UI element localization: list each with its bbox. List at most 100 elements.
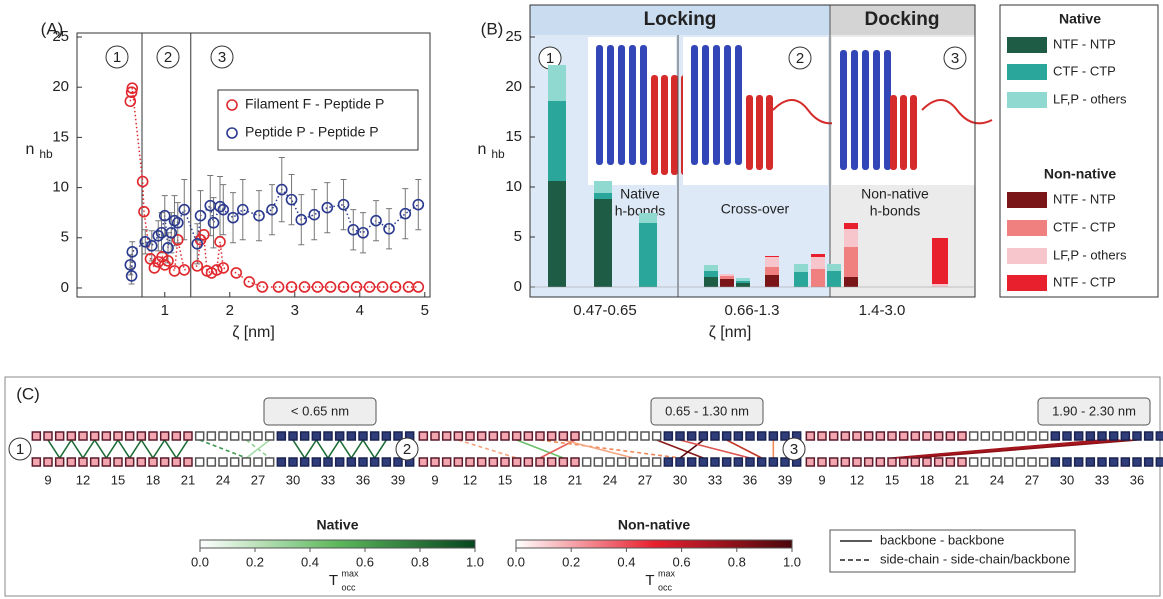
range-box	[650, 397, 764, 426]
residue-tick-label: 27	[638, 472, 652, 487]
region-label: 3	[790, 441, 798, 458]
beta-strand	[671, 75, 678, 175]
bar-segment	[704, 277, 718, 287]
residue	[733, 457, 744, 467]
residue-tick-label: 36	[1130, 472, 1144, 487]
bar-segment	[932, 238, 948, 284]
point	[285, 281, 298, 293]
residue-tick-label: 39	[391, 472, 405, 487]
residue	[1120, 431, 1131, 441]
bar-segment	[932, 284, 948, 287]
point	[165, 226, 178, 239]
residue	[840, 457, 851, 467]
contact-line	[163, 439, 178, 459]
residue	[194, 457, 205, 467]
line-legend-box	[829, 529, 1076, 573]
plot-frame	[76, 32, 431, 298]
contact-line	[327, 439, 341, 459]
residue	[206, 457, 217, 467]
residue-tick-label: 24	[990, 472, 1004, 487]
error-bar	[181, 179, 188, 241]
residue	[675, 431, 685, 441]
point	[210, 264, 223, 276]
residue-tick-label: 21	[181, 472, 195, 487]
point	[399, 207, 412, 220]
residue	[136, 431, 147, 441]
y-tick-label: 25	[505, 28, 522, 45]
error-bar	[239, 179, 246, 241]
x-tick-label: 1.4-3.0	[859, 302, 906, 319]
point	[324, 281, 337, 293]
residue	[346, 431, 357, 441]
region-circle	[8, 437, 32, 461]
legend-box	[217, 89, 419, 151]
beta-strand	[661, 75, 668, 175]
residue-tick-label: 30	[673, 472, 687, 487]
residue	[369, 457, 380, 467]
residue	[1003, 457, 1014, 467]
residue	[78, 431, 88, 441]
contact-line	[152, 439, 166, 459]
residue	[1062, 457, 1072, 467]
point	[217, 262, 230, 274]
residue	[1038, 431, 1049, 441]
bar-segment	[811, 269, 825, 287]
residue	[980, 431, 991, 441]
coil	[772, 99, 844, 125]
residue	[381, 431, 392, 441]
bar-segment	[844, 223, 858, 229]
residue	[558, 457, 569, 467]
legend-label: NTF - CTP	[1053, 274, 1116, 289]
residue-tick-label: 15	[498, 472, 512, 487]
residue	[581, 457, 592, 467]
bar-segment	[639, 213, 657, 223]
point	[178, 203, 191, 216]
residue-tick-label: 21	[955, 472, 969, 487]
bar-segment	[765, 267, 779, 275]
residue-tick-label: 27	[251, 472, 265, 487]
residue	[465, 431, 475, 441]
residue	[1120, 457, 1131, 467]
point	[272, 281, 285, 293]
y-tick-label: 10	[505, 178, 522, 195]
contact-line	[105, 439, 119, 459]
beta-strand	[713, 45, 720, 165]
residue	[334, 457, 345, 467]
region-circle	[395, 437, 419, 461]
colorbar-tick-label: 0.6	[673, 554, 691, 569]
residue	[686, 431, 697, 441]
residue-tick-label: 33	[321, 472, 335, 487]
beta-strand	[691, 45, 698, 165]
residue	[1050, 457, 1061, 467]
residue	[593, 457, 604, 467]
residue	[476, 457, 487, 467]
residue	[1062, 431, 1072, 441]
residue	[1097, 431, 1107, 441]
beta-strand	[640, 45, 647, 165]
residue	[500, 457, 510, 467]
contact-line	[350, 439, 364, 459]
legend-label: Filament F - Peptide P	[245, 96, 384, 112]
line-legend-label: backbone - backbone	[880, 532, 1004, 547]
residue-tick-label: 15	[111, 472, 125, 487]
residue	[323, 431, 333, 441]
bar-segment	[548, 101, 566, 181]
residue	[780, 457, 790, 467]
residue-tick-label: 36	[356, 472, 370, 487]
residue	[628, 457, 639, 467]
region-label: 2	[403, 441, 411, 458]
colorbar-tick-label: 0.0	[191, 554, 209, 569]
bar-segment	[736, 281, 750, 283]
residue	[393, 457, 403, 467]
point	[136, 175, 149, 188]
legend-title: Non-native	[1044, 166, 1117, 182]
residue	[1085, 431, 1096, 441]
legend-label: NTF - NTP	[1053, 36, 1116, 51]
residue	[430, 457, 440, 467]
contact-line	[373, 439, 388, 459]
range-box	[1037, 397, 1151, 426]
residue	[453, 431, 464, 441]
residue-tick-label: 24	[216, 472, 230, 487]
residue	[957, 431, 967, 441]
residue	[500, 431, 510, 441]
